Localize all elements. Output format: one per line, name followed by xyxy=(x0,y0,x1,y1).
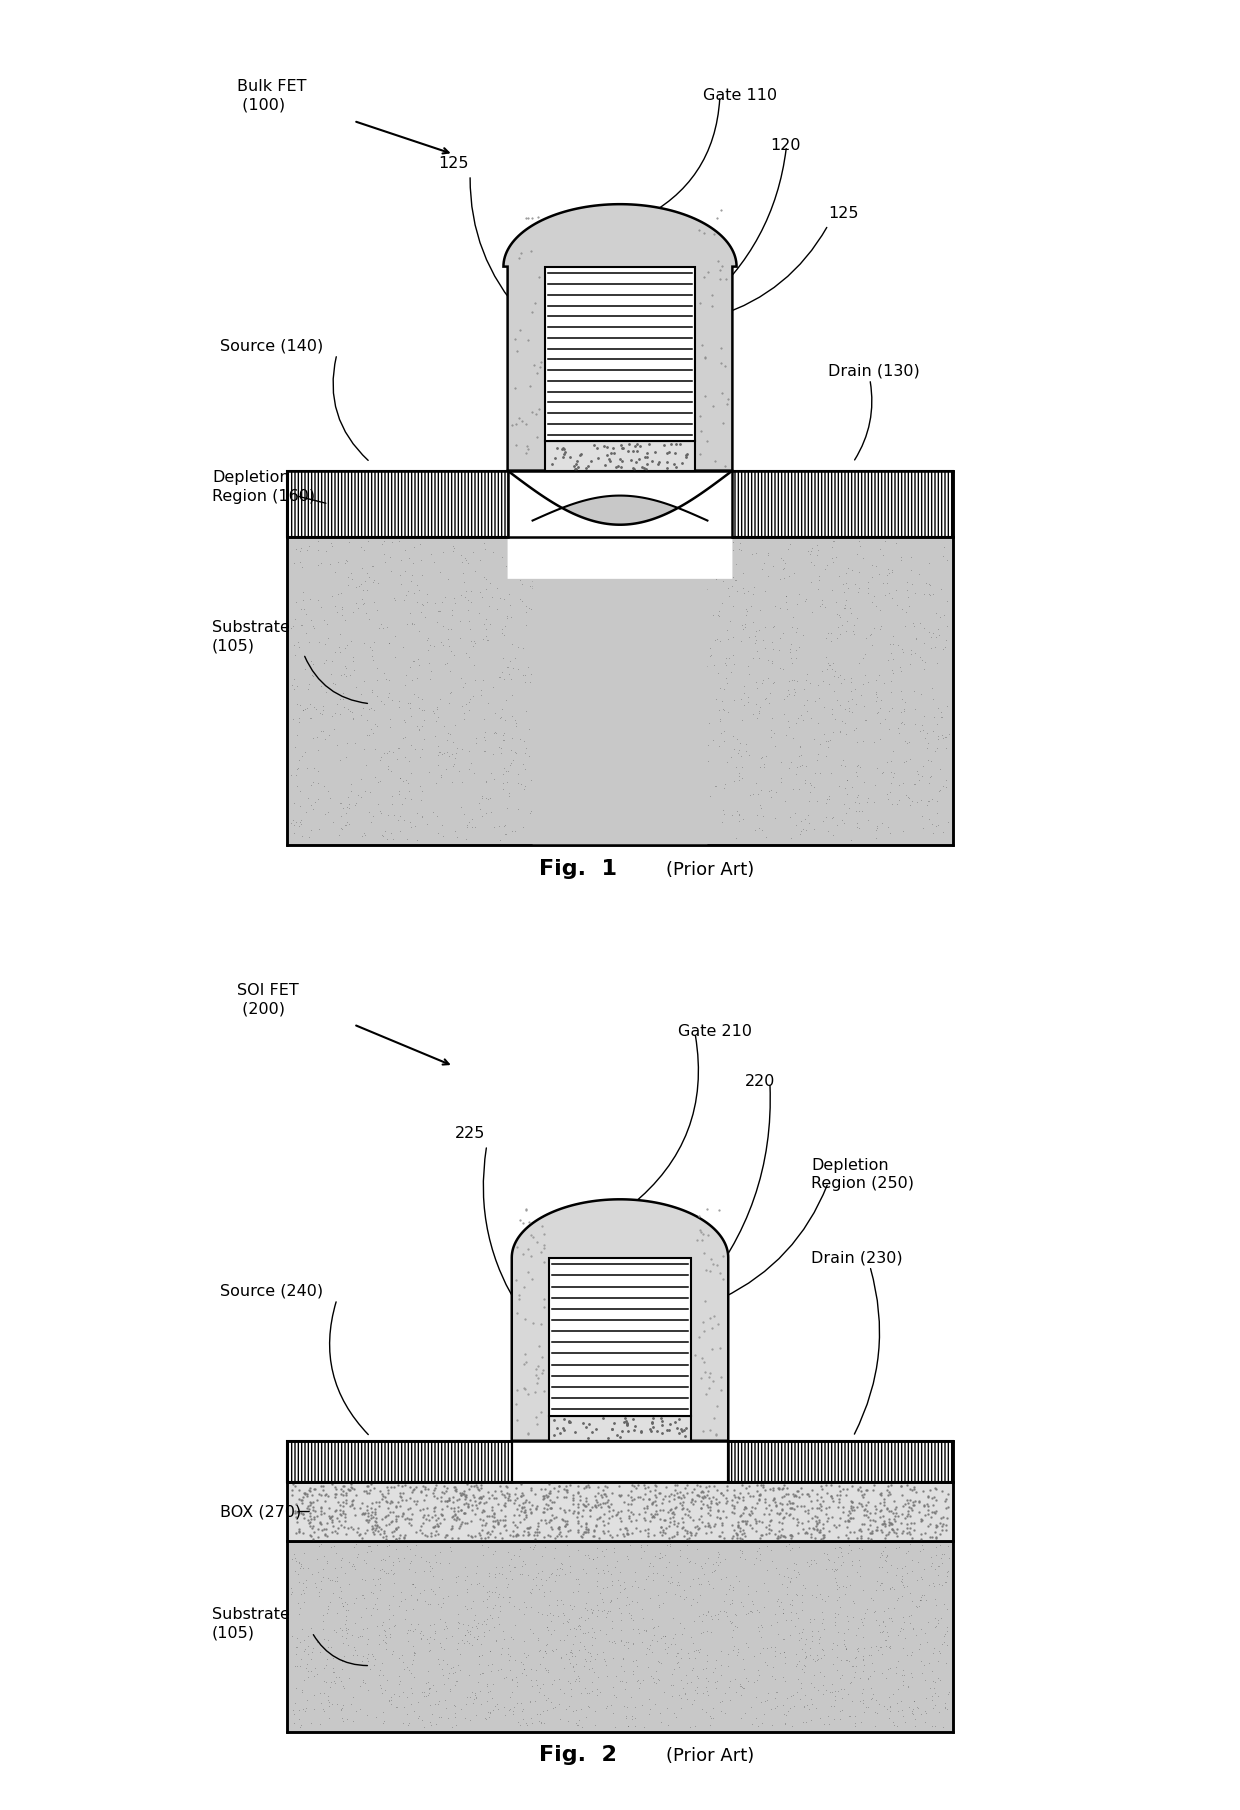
Bar xyxy=(733,471,954,538)
Text: Fig.  1: Fig. 1 xyxy=(539,858,618,878)
Bar xyxy=(728,1441,954,1482)
Bar xyxy=(286,1482,954,1540)
Polygon shape xyxy=(507,471,733,579)
Text: Depletion
Region (250): Depletion Region (250) xyxy=(811,1158,914,1191)
Bar xyxy=(286,538,954,845)
Text: Drain (130): Drain (130) xyxy=(828,364,920,378)
Text: 220: 220 xyxy=(745,1075,775,1090)
Bar xyxy=(546,266,694,442)
Text: Gate 110: Gate 110 xyxy=(703,87,777,103)
Text: 125: 125 xyxy=(828,206,858,221)
Bar xyxy=(549,1415,691,1441)
Text: Source (240): Source (240) xyxy=(221,1283,324,1298)
Text: Fig.  2: Fig. 2 xyxy=(539,1745,618,1765)
Bar xyxy=(512,1441,728,1482)
Text: 125: 125 xyxy=(438,156,469,170)
Text: SOI FET
 (200): SOI FET (200) xyxy=(237,983,299,1017)
Bar xyxy=(286,1540,954,1732)
Text: 225: 225 xyxy=(455,1126,485,1140)
Bar xyxy=(286,1441,512,1482)
Text: Source (140): Source (140) xyxy=(221,338,324,353)
Text: Drain (230): Drain (230) xyxy=(811,1251,903,1265)
Text: 120: 120 xyxy=(770,138,800,152)
Bar xyxy=(549,1258,691,1415)
Text: BOX (270): BOX (270) xyxy=(221,1504,301,1519)
Bar xyxy=(546,442,694,471)
Text: (Prior Art): (Prior Art) xyxy=(666,860,754,878)
Text: Depletion
Region (160): Depletion Region (160) xyxy=(212,471,315,503)
Text: Substrate
(105): Substrate (105) xyxy=(212,621,290,653)
Bar xyxy=(728,1441,954,1482)
Bar xyxy=(733,471,954,538)
Bar xyxy=(286,471,507,538)
Bar xyxy=(286,1441,512,1482)
Polygon shape xyxy=(532,496,708,845)
Text: (Prior Art): (Prior Art) xyxy=(666,1747,754,1765)
Text: Bulk FET
 (100): Bulk FET (100) xyxy=(237,80,306,112)
Bar xyxy=(286,471,507,538)
Text: Substrate
(105): Substrate (105) xyxy=(212,1607,290,1640)
Text: Gate 210: Gate 210 xyxy=(678,1024,753,1039)
Polygon shape xyxy=(503,205,737,471)
Polygon shape xyxy=(512,1200,728,1441)
